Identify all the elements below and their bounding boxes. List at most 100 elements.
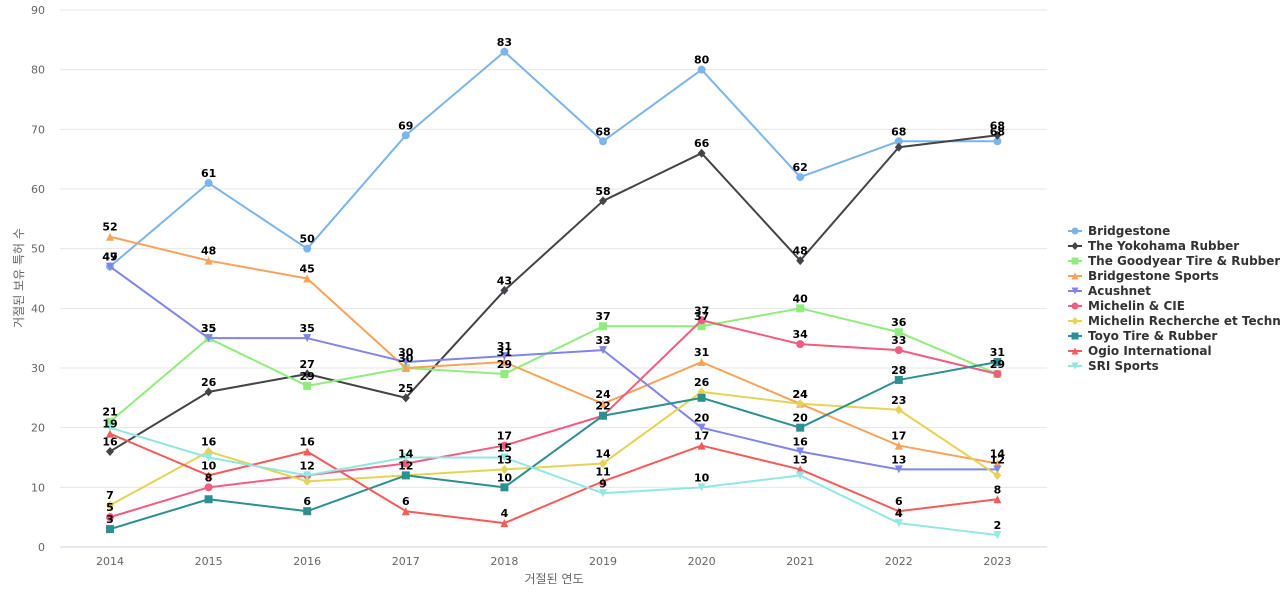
data-label: 2: [994, 519, 1002, 532]
data-label: 48: [201, 245, 216, 258]
data-point: [796, 304, 805, 313]
data-label: 83: [497, 36, 512, 49]
legend-marker: [1071, 332, 1079, 340]
data-point: [401, 364, 410, 372]
legend-item[interactable]: Michelin & CIE: [1068, 299, 1185, 313]
data-label: 37: [595, 310, 610, 323]
legend-item[interactable]: The Goodyear Tire & Rubber: [1068, 254, 1280, 268]
data-point: [993, 137, 1002, 146]
data-label: 12: [990, 453, 1005, 466]
data-label: 10: [694, 471, 710, 484]
data-label: 45: [300, 263, 315, 276]
data-label: 50: [300, 233, 316, 246]
data-label: 68: [891, 125, 906, 138]
data-label: 25: [398, 382, 413, 395]
data-label: 16: [300, 436, 316, 449]
data-label: 30: [398, 352, 414, 365]
series-line: [109, 319, 999, 519]
y-tick-label: 20: [31, 422, 45, 435]
data-label: 16: [793, 436, 809, 449]
data-point: [894, 142, 903, 152]
data-label: 24: [793, 388, 809, 401]
series-4: [106, 262, 1002, 474]
legend-item[interactable]: SRI Sports: [1068, 359, 1159, 373]
data-point: [796, 423, 805, 432]
data-label: 10: [497, 471, 513, 484]
data-label: 68: [990, 125, 1005, 138]
data-point: [894, 507, 903, 516]
data-label: 8: [205, 471, 213, 484]
data-point: [894, 328, 903, 337]
legend-item[interactable]: Acushnet: [1068, 284, 1151, 298]
data-point: [599, 137, 607, 146]
series-line: [109, 265, 999, 471]
y-tick-label: 90: [31, 4, 45, 17]
data-point: [796, 471, 805, 480]
data-point: [204, 471, 213, 480]
data-point: [303, 334, 312, 343]
data-label: 52: [102, 221, 117, 234]
legend-item[interactable]: Toyo Tire & Rubber: [1068, 329, 1217, 343]
data-label: 19: [102, 418, 117, 431]
x-axis-title: 거절된 연도: [524, 572, 583, 586]
legend-label: Toyo Tire & Rubber: [1088, 329, 1217, 343]
data-label: 40: [793, 292, 809, 305]
data-label: 13: [793, 453, 808, 466]
data-label: 47: [102, 251, 117, 264]
data-label: 11: [595, 465, 610, 478]
data-label: 29: [300, 370, 315, 383]
legend-label: Ogio International: [1088, 344, 1212, 358]
data-label: 6: [303, 495, 311, 508]
data-label: 28: [891, 364, 906, 377]
data-point: [106, 262, 114, 271]
data-point: [894, 465, 903, 474]
legend-item[interactable]: Bridgestone: [1068, 224, 1170, 238]
data-label: 24: [595, 388, 611, 401]
data-point: [697, 483, 706, 492]
legend-item[interactable]: Michelin Recherche et Techn...: [1068, 314, 1280, 328]
data-label: 22: [595, 400, 610, 413]
series-line: [109, 235, 999, 465]
data-label: 66: [694, 137, 710, 150]
data-label: 29: [497, 358, 512, 371]
data-point: [599, 458, 607, 468]
y-tick-label: 10: [31, 481, 45, 494]
x-tick-label: 2016: [293, 555, 321, 568]
data-point: [894, 137, 903, 146]
x-tick-label: 2015: [195, 555, 223, 568]
data-point: [500, 453, 509, 462]
data-point: [599, 477, 607, 486]
data-point: [106, 525, 114, 534]
data-point: [500, 519, 509, 528]
data-point: [500, 47, 509, 56]
data-point: [993, 358, 1002, 367]
data-label: 34: [793, 328, 809, 341]
legend-item[interactable]: The Yokohama Rubber: [1068, 239, 1239, 253]
data-point: [204, 483, 213, 492]
data-point: [796, 173, 805, 182]
data-point: [697, 393, 706, 402]
legend-item[interactable]: Bridgestone Sports: [1068, 269, 1219, 283]
data-label: 10: [201, 459, 217, 472]
data-label: 5: [106, 501, 114, 514]
data-point: [401, 507, 410, 516]
data-label: 61: [201, 167, 216, 180]
y-tick-label: 50: [31, 243, 45, 256]
data-point: [500, 352, 509, 361]
data-point: [106, 447, 114, 457]
data-label: 29: [990, 358, 1005, 371]
data-point: [697, 441, 706, 450]
legend-item[interactable]: Ogio International: [1068, 344, 1212, 358]
data-point: [599, 411, 607, 420]
data-point: [303, 447, 312, 456]
legend-marker: [1071, 227, 1079, 235]
data-point: [204, 334, 213, 343]
data-label: 8: [994, 483, 1002, 496]
data-point: [599, 399, 607, 408]
data-point: [993, 495, 1002, 504]
data-point: [697, 65, 706, 74]
y-axis-title: 거절된 보유 특허 수: [12, 228, 26, 328]
